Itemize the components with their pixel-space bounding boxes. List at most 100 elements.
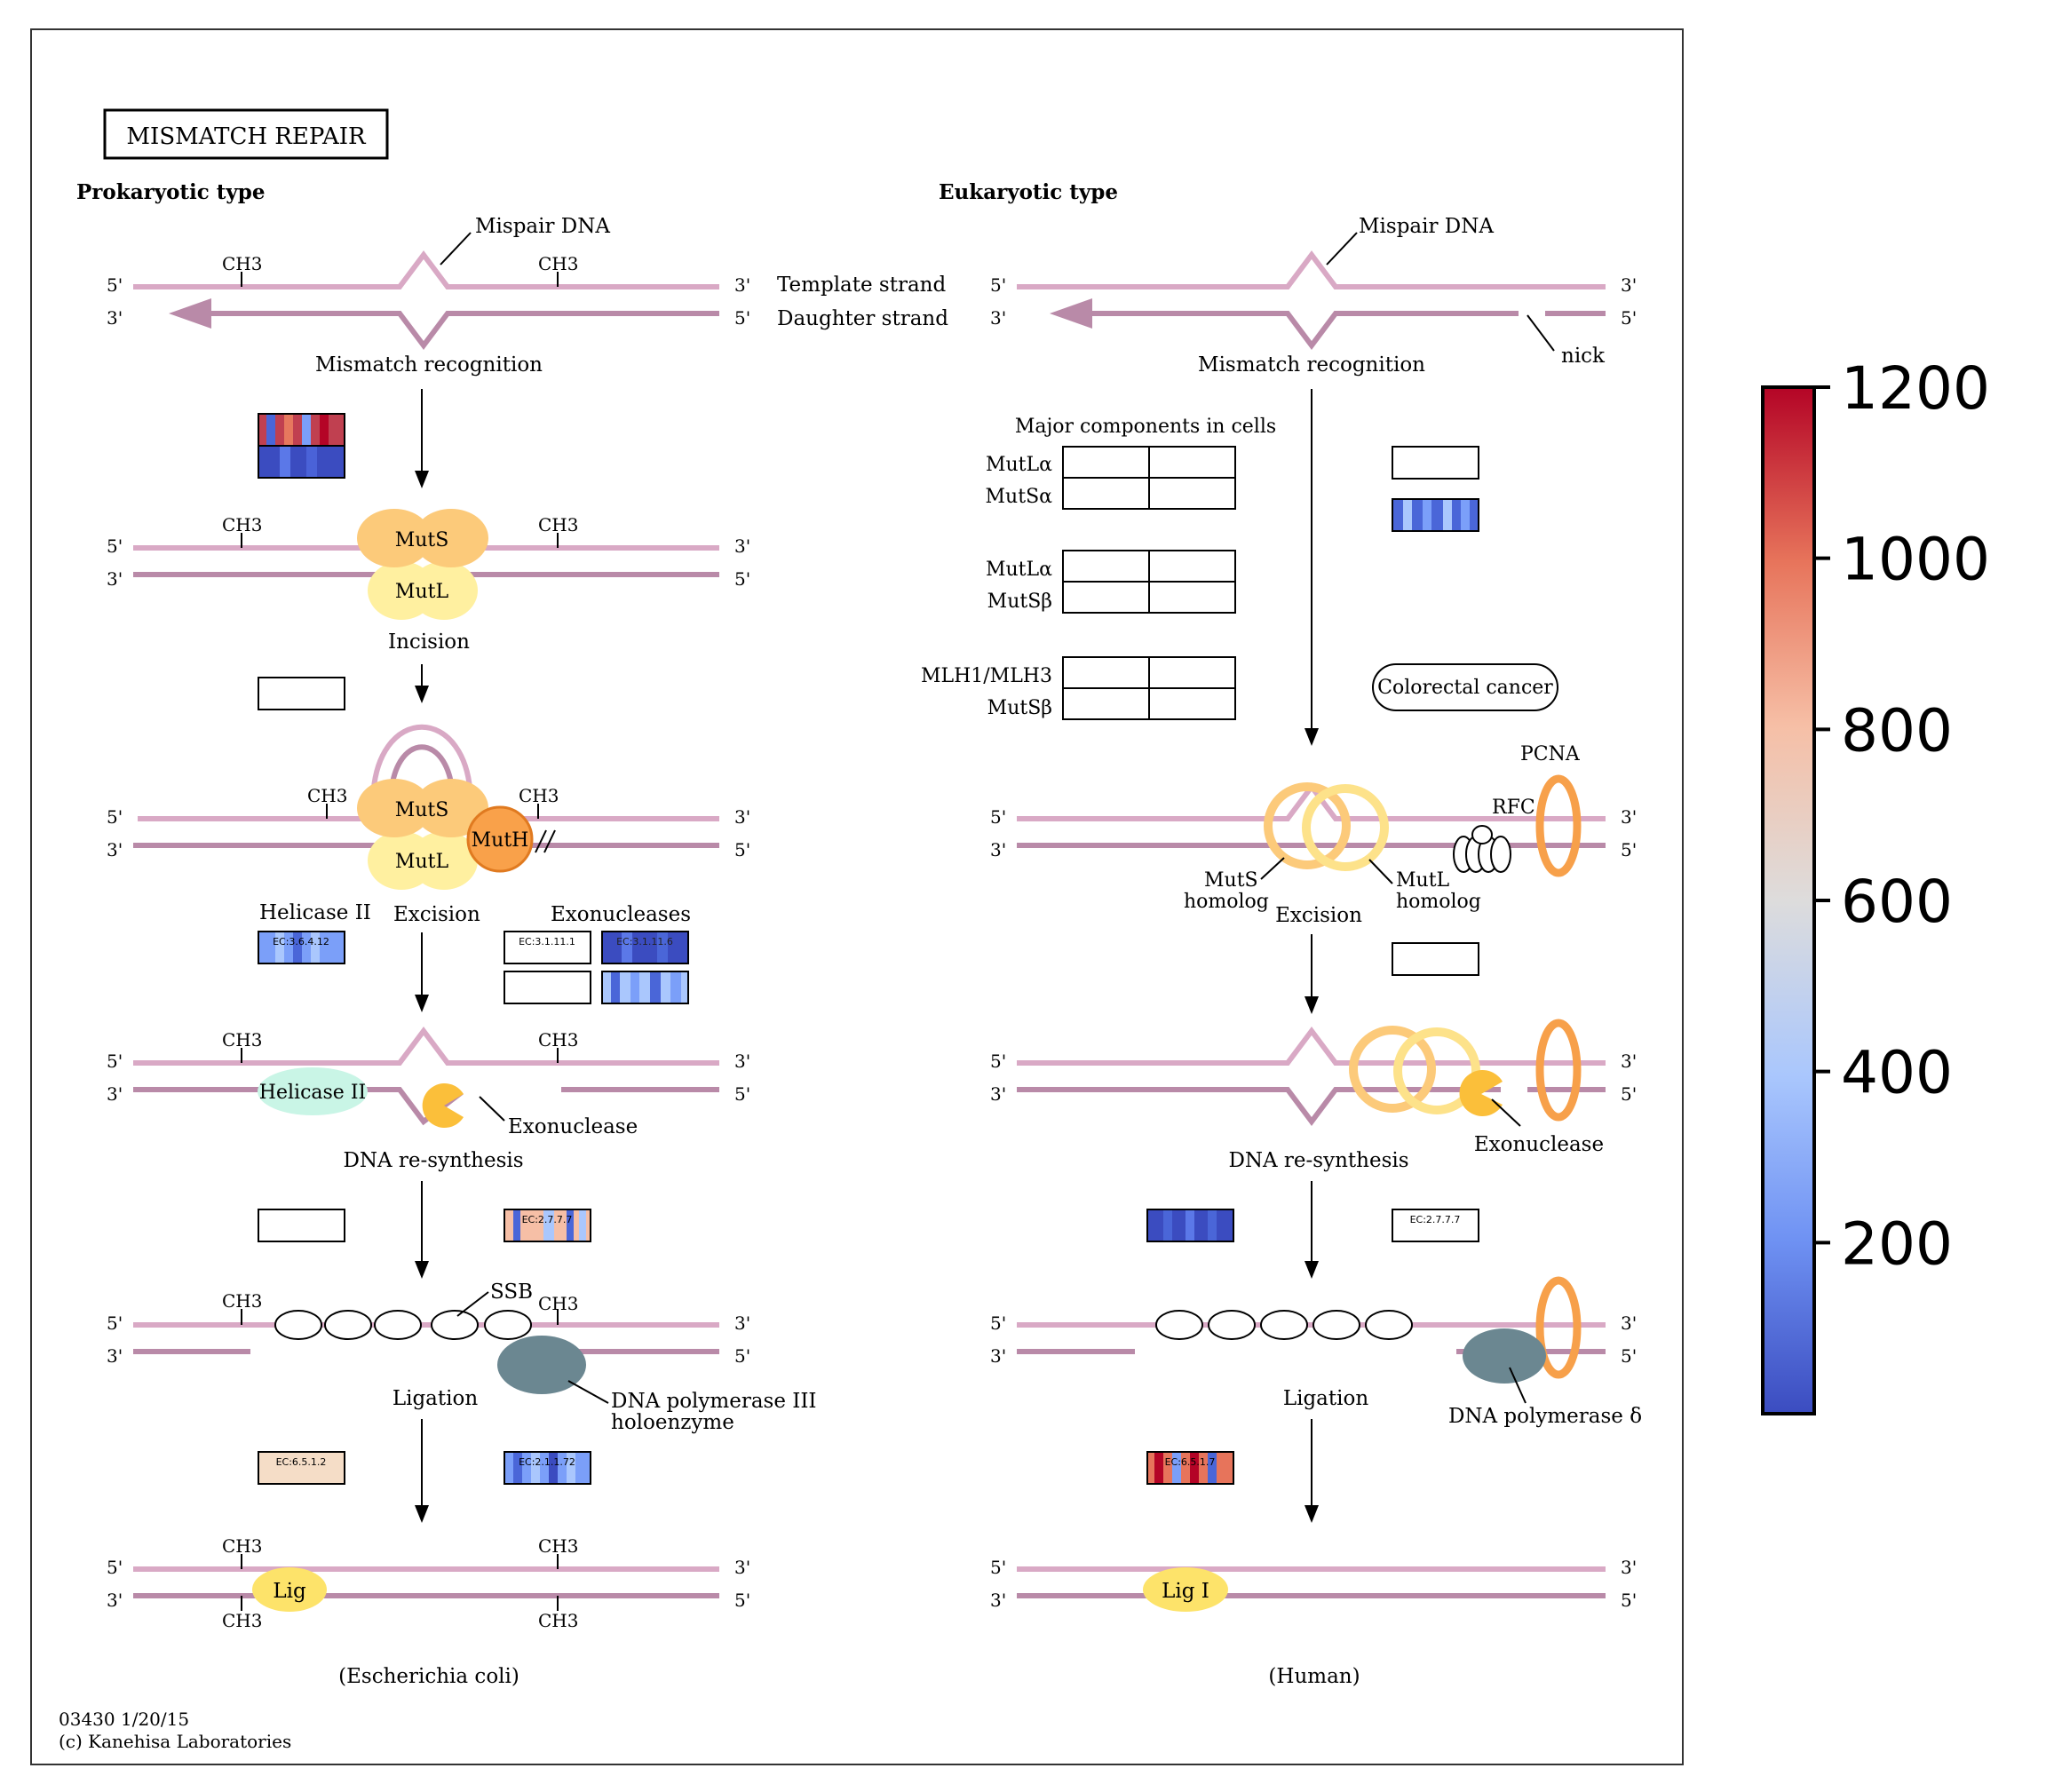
ch3-label: CH3 [222, 253, 262, 274]
helicase-label: Helicase II [259, 901, 371, 924]
mismatch-recognition-label: Mismatch recognition [315, 353, 543, 377]
pcna-label: PCNA [1520, 743, 1581, 765]
title-box [103, 108, 389, 160]
gene-box-euk-resynth[interactable]: EC:2.7.7.7 [1392, 1209, 1479, 1242]
strand-end-label: 5' [990, 274, 1006, 296]
ec-label: EC:3.1.11.1 [519, 936, 575, 948]
mutl-homolog-label: MutL [1396, 869, 1450, 892]
helicase-protein: Helicase II [259, 1082, 366, 1104]
gene-box-exo1[interactable]: EC:3.1.11.1 [504, 931, 591, 964]
colorbar-gradient [1761, 385, 1816, 1415]
euk-row5: 5' 3' 3' 5' Lig I (Human) [990, 1557, 1637, 1688]
ch3-label: CH3 [307, 785, 347, 806]
pro-row5: CH3 CH3 5' 3' 3' 5' SSB DNA polymerase I… [107, 1281, 817, 1434]
complex-label: MutSα [986, 486, 1053, 508]
gene-box-euk-lig[interactable]: EC:6.5.1.7 [1146, 1451, 1234, 1485]
gene-box-exo2[interactable]: EC:3.1.11.6 [601, 931, 689, 964]
strand-end-label: 3' [734, 1557, 750, 1578]
ec-label: EC:2.7.7.7 [1410, 1214, 1461, 1225]
strand-end-label: 3' [990, 839, 1006, 860]
exonuclease-label: Exonuclease [1474, 1133, 1604, 1156]
strand-end-label: 5' [107, 274, 123, 296]
mutl-homolog-label-2: homolog [1396, 891, 1481, 913]
complex-label: MutSβ [987, 697, 1052, 719]
footer-id: 03430 1/20/15 [59, 1709, 189, 1730]
strand-end-label: 5' [734, 1590, 750, 1611]
gene-box-euk-muts[interactable] [1392, 498, 1479, 532]
strand-end-label: 5' [1621, 1083, 1637, 1105]
strand-end-label: 3' [1621, 1557, 1637, 1578]
dna-pol-label-2: holoenzyme [611, 1411, 734, 1434]
colorbar-tick-label: 1200 [1841, 354, 1990, 423]
strand-end-label: 5' [734, 1083, 750, 1105]
mispair-label: Mispair DNA [475, 215, 610, 238]
gene-box-empty[interactable] [1392, 446, 1479, 480]
euk-row4: 5' 3' 3' 5' DNA polymerase δ Ligation [990, 1276, 1642, 1428]
strand-end-label: 5' [990, 1312, 1006, 1334]
colorbar: 1200 1000 800 600 400 200 [1761, 354, 1990, 1415]
strand-end-label: 5' [990, 806, 1006, 828]
pro-row1: CH3 CH3 Mispair DNA 5' 3' 3' 5' Template… [107, 215, 948, 377]
complex-label: MLH1/MLH3 [921, 665, 1052, 687]
gene-box-empty[interactable] [1392, 942, 1479, 976]
strand-end-label: 3' [734, 1051, 750, 1072]
muts-homolog-label: MutS [1204, 869, 1258, 892]
resynthesis-label: DNA re-synthesis [1228, 1149, 1408, 1172]
exonuclease-label: Exonuclease [508, 1115, 638, 1138]
ec-label: EC:3.6.4.12 [273, 936, 329, 948]
gene-box-pro-lig2[interactable]: EC:2.1.1.72 [504, 1451, 591, 1485]
daughter-strand-label: Daughter strand [777, 307, 948, 330]
euk-row3: 5' 3' 3' 5' Exonuclease DNA re-synthesis [990, 1019, 1637, 1172]
strand-end-label: 5' [734, 307, 750, 329]
ch3-label: CH3 [222, 514, 262, 535]
ssb-label: SSB [490, 1281, 533, 1304]
ch3-label: CH3 [538, 1029, 578, 1051]
complex-label: MutLα [986, 559, 1052, 581]
strand-end-label: 3' [107, 1083, 123, 1105]
strand-end-label: 3' [1621, 274, 1637, 296]
gene-box-muts-mutl[interactable] [258, 413, 345, 479]
ch3-label: CH3 [538, 514, 578, 535]
strand-end-label: 5' [107, 806, 123, 828]
ec-label: EC:2.1.1.72 [519, 1456, 575, 1468]
strand-end-label: 3' [990, 307, 1006, 329]
ch3-label: CH3 [538, 253, 578, 274]
muth-protein: MutH [472, 829, 529, 852]
strand-end-label: 5' [107, 1051, 123, 1072]
strand-end-label: 5' [990, 1557, 1006, 1578]
colorbar-tick-label: 600 [1841, 868, 1953, 936]
ch3-label: CH3 [222, 1029, 262, 1051]
organism-ecoli: (Escherichia coli) [338, 1665, 519, 1688]
complex-label: MutSβ [987, 591, 1052, 613]
excision-label: Excision [1275, 904, 1362, 927]
dna-pol-label: DNA polymerase III [611, 1390, 817, 1413]
gene-box-empty[interactable] [504, 971, 591, 1004]
strand-end-label: 5' [1621, 839, 1637, 860]
colorectal-cancer-label: Colorectal cancer [1377, 677, 1553, 699]
lig1-protein: Lig I [1162, 1580, 1209, 1603]
template-strand-label: Template strand [777, 274, 946, 297]
strand-end-label: 5' [107, 1557, 123, 1578]
gene-box-empty[interactable] [258, 1209, 345, 1242]
pro-row2: CH3 CH3 5' 3' 3' 5' MutS MutL Incision [107, 509, 750, 654]
ligation-label: Ligation [1283, 1387, 1369, 1410]
gene-box-euk-resynth-heat[interactable] [1146, 1209, 1234, 1242]
gene-box-pro-resynth[interactable]: EC:2.7.7.7 [504, 1209, 591, 1242]
pro-row3: CH3 CH3 5' 3' 3' 5' MutS MutL MutH Helic… [107, 724, 750, 926]
gene-box-helicase[interactable]: EC:3.6.4.12 [258, 931, 345, 964]
muts-protein: MutS [395, 799, 449, 821]
strand-end-label: 3' [734, 1312, 750, 1334]
gene-box-empty[interactable] [258, 677, 345, 710]
mutl-protein: MutL [395, 581, 449, 603]
colorbar-ticks: 1200 1000 800 600 400 200 [1814, 354, 1990, 1278]
strand-end-label: 3' [734, 806, 750, 828]
mispair-label: Mispair DNA [1359, 215, 1494, 238]
gene-box-exo3[interactable] [601, 971, 689, 1004]
ec-label: EC:6.5.1.2 [276, 1456, 327, 1468]
colorectal-cancer-link[interactable]: Colorectal cancer [1372, 663, 1558, 711]
gene-box-pro-lig[interactable]: EC:6.5.1.2 [258, 1451, 345, 1485]
incision-label: Incision [388, 630, 470, 654]
strand-end-label: 5' [107, 535, 123, 557]
lig-protein: Lig [273, 1580, 306, 1603]
ch3-label: CH3 [222, 1610, 262, 1631]
